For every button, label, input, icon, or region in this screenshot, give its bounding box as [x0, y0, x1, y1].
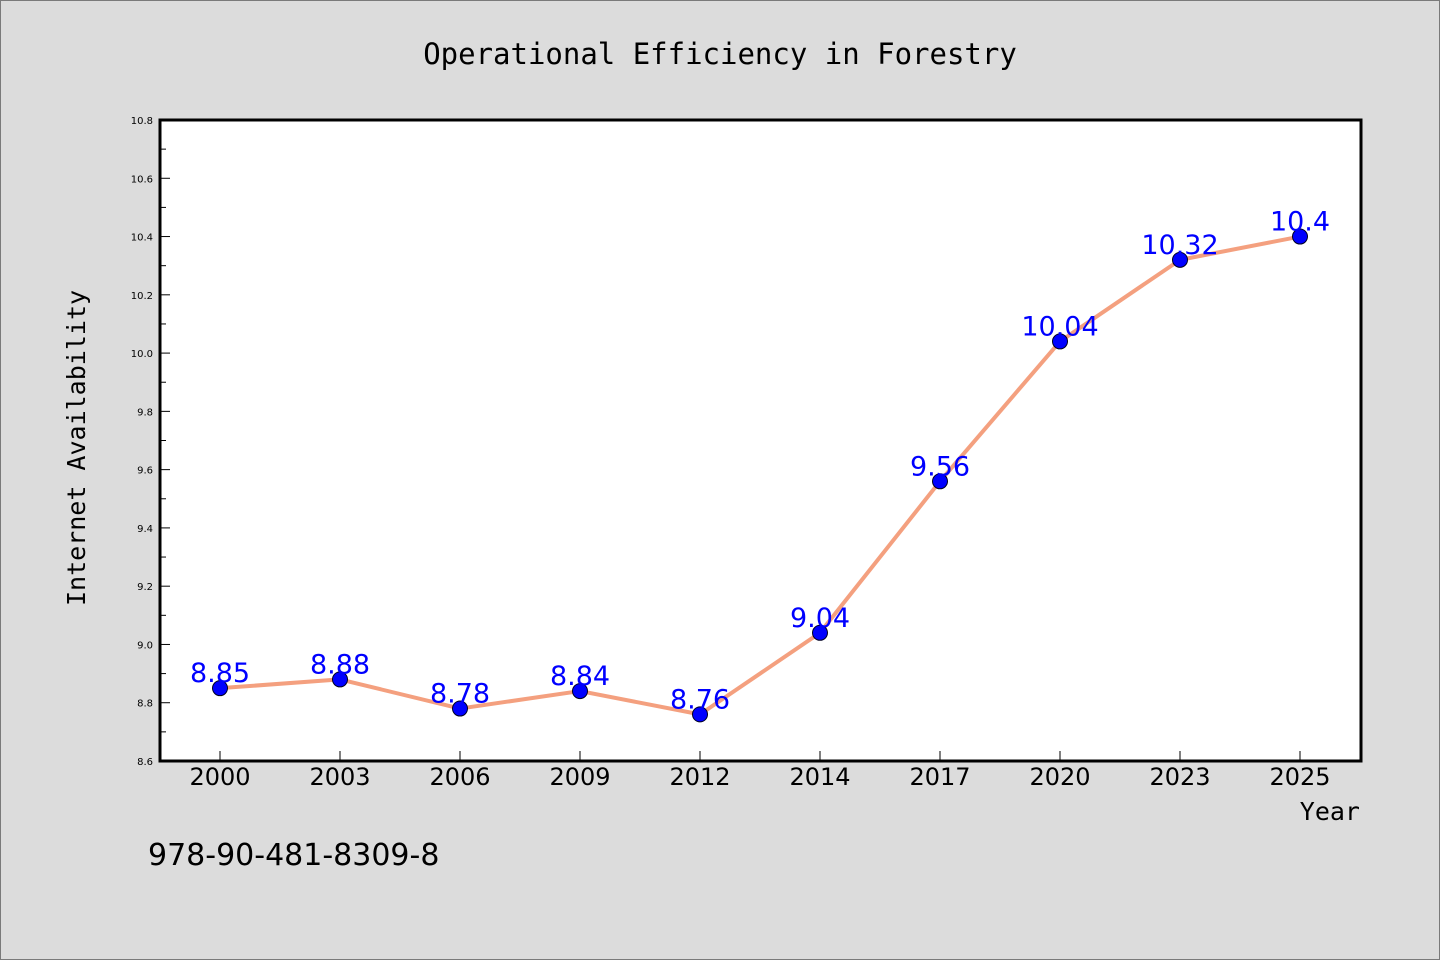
- data-label: 9.56: [910, 451, 970, 482]
- plot-area: [160, 120, 1361, 761]
- data-point: [812, 624, 828, 641]
- x-tick-label: 2025: [1269, 763, 1330, 791]
- data-label: 10.04: [1021, 311, 1098, 342]
- data-point: [932, 473, 948, 490]
- isbn-text: 978-90-481-8309-8: [148, 838, 439, 873]
- data-point: [1292, 228, 1308, 245]
- y-tick-label: 9.6: [137, 466, 153, 477]
- y-tick-label: 9.0: [137, 640, 153, 651]
- x-tick-label: 2009: [549, 763, 610, 791]
- data-point: [1172, 251, 1188, 268]
- y-axis-label: Internet Availability: [62, 290, 91, 606]
- data-label: 8.84: [550, 661, 610, 692]
- data-point: [212, 680, 228, 697]
- y-tick-label: 10.6: [131, 174, 153, 185]
- x-tick-label: 2020: [1029, 763, 1090, 791]
- data-point: [452, 700, 468, 717]
- chart-title: Operational Efficiency in Forestry: [423, 37, 1017, 71]
- data-label: 10.32: [1141, 230, 1218, 261]
- data-label: 8.88: [310, 649, 370, 680]
- series-line: [219, 234, 1301, 717]
- y-tick-label: 10.4: [131, 233, 153, 244]
- x-tick-label: 2014: [789, 763, 850, 791]
- data-label: 8.85: [190, 658, 250, 689]
- data-point: [572, 683, 588, 700]
- plot-border: [158, 118, 1363, 763]
- y-tick-label: 10.0: [131, 349, 153, 360]
- data-point: [1052, 333, 1068, 350]
- data-labels: 8.85 8.88 8.78 8.84 8.76 9.04 9.56 10.04 10.32 10…: [190, 207, 1330, 716]
- x-tick-label: 2006: [429, 763, 490, 791]
- data-label: 10.4: [1270, 207, 1330, 238]
- x-axis-label: Year: [1300, 797, 1360, 826]
- y-tick-label: 8.6: [137, 757, 153, 768]
- x-tick-label: 2017: [909, 763, 970, 791]
- y-tick-label: 10.8: [131, 116, 153, 127]
- y-tick-label: 9.4: [137, 524, 153, 535]
- data-label: 8.78: [430, 679, 490, 710]
- y-tick-label: 9.8: [137, 407, 153, 418]
- y-tick-label: 9.2: [137, 582, 153, 593]
- data-label: 9.04: [790, 603, 850, 634]
- data-point: [692, 706, 708, 723]
- series-markers: [212, 228, 1308, 723]
- x-tick-label: 2003: [309, 763, 370, 791]
- x-tick-label: 2012: [669, 763, 730, 791]
- x-axis-ticks: 2000 2003 2006 2009 2012 2014 2017 2020 2023 2025: [189, 751, 1331, 791]
- y-tick-label: 8.8: [137, 699, 153, 710]
- data-point: [332, 671, 348, 688]
- data-label: 8.76: [670, 684, 730, 715]
- x-tick-label: 2000: [189, 763, 250, 791]
- y-tick-label: 10.2: [131, 291, 153, 302]
- x-tick-label: 2023: [1149, 763, 1210, 791]
